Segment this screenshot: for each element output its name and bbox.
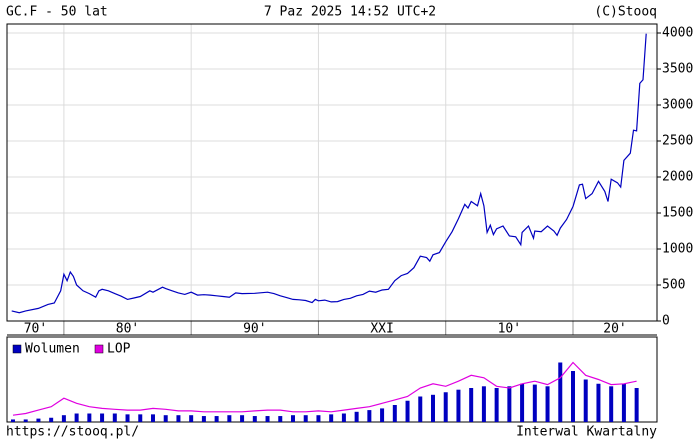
y-tick-label: 2000 (662, 170, 693, 185)
volume-bar (290, 415, 295, 422)
footer-url[interactable]: https://stooq.pl/ (6, 425, 139, 440)
volume-bar (329, 414, 334, 422)
footer-interval: Interwal Kwartalny (516, 425, 657, 440)
volume-bar (138, 414, 143, 422)
volume-bar (634, 388, 639, 422)
volume-bar (380, 408, 385, 422)
volume-bar (201, 416, 206, 422)
y-tick-label: 1500 (662, 206, 693, 221)
volume-bar (125, 414, 130, 422)
volume-bar (61, 415, 66, 422)
y-tick-label: 3500 (662, 62, 693, 77)
y-tick-label: 4000 (662, 26, 693, 41)
volume-bar (354, 411, 359, 422)
volume-bar (596, 383, 601, 422)
y-tick-label: 2500 (662, 134, 693, 149)
x-tick-label: 80' (116, 322, 139, 337)
y-tick-label: 1000 (662, 242, 693, 257)
volume-bar (545, 386, 550, 422)
x-tick-label: XXI (370, 322, 393, 337)
plot-frame (6, 23, 658, 322)
volume-bar (609, 386, 614, 422)
lop-line (12, 361, 637, 416)
y-tick-label: 0 (662, 314, 670, 329)
volume-bar (87, 413, 92, 422)
price-line (11, 33, 647, 314)
volume-bar (456, 389, 461, 422)
x-tick-label: 20' (603, 322, 626, 337)
volume-bar (367, 410, 372, 422)
volume-bar (303, 415, 308, 422)
volume-bar (49, 417, 54, 422)
volume-bar (520, 383, 525, 422)
volume-bar (278, 416, 283, 422)
volume-bar (23, 419, 28, 422)
x-tick-label: 90' (243, 322, 266, 337)
volume-bar (558, 362, 563, 422)
volume-bar (405, 400, 410, 422)
volume-bar (252, 416, 257, 422)
volume-bar (392, 405, 397, 422)
legend-label: Wolumen (25, 342, 80, 357)
volume-bar (176, 415, 181, 422)
volume-bar (36, 418, 41, 422)
volume-bar (150, 414, 155, 422)
volume-bar (443, 392, 448, 422)
volume-bar (494, 388, 499, 422)
volume-bar (100, 413, 105, 422)
volume-bar (430, 394, 435, 422)
x-tick-label: 10' (498, 322, 521, 337)
legend-label: LOP (107, 342, 131, 357)
volume-bar (418, 396, 423, 422)
volume-bar (112, 413, 117, 422)
x-tick-label: 70' (24, 322, 47, 337)
y-tick-label: 3000 (662, 98, 693, 113)
volume-bar (507, 386, 512, 422)
volume-bar (214, 416, 219, 422)
legend-swatch (12, 344, 22, 354)
volume-bar (532, 384, 537, 422)
volume-bar (189, 415, 194, 422)
header-date: 7 Paz 2025 14:52 UTC+2 (264, 5, 436, 20)
volume-bar (621, 383, 626, 422)
volume-bar (481, 386, 486, 422)
header-copyright: (C)Stooq (594, 5, 657, 20)
volume-bar (583, 379, 588, 422)
volume-bar (265, 416, 270, 422)
volume-bar (227, 415, 232, 422)
volume-bar (74, 413, 79, 422)
volume-bar (316, 415, 321, 422)
legend-swatch (94, 344, 104, 354)
volume-bar (240, 415, 245, 422)
volume-bar (469, 388, 474, 422)
y-tick-label: 500 (662, 278, 685, 293)
header-title: GC.F - 50 lat (6, 5, 108, 20)
volume-bar (570, 371, 575, 422)
volume-bar (341, 413, 346, 422)
volume-bar (163, 415, 168, 422)
volume-bar (10, 419, 15, 422)
